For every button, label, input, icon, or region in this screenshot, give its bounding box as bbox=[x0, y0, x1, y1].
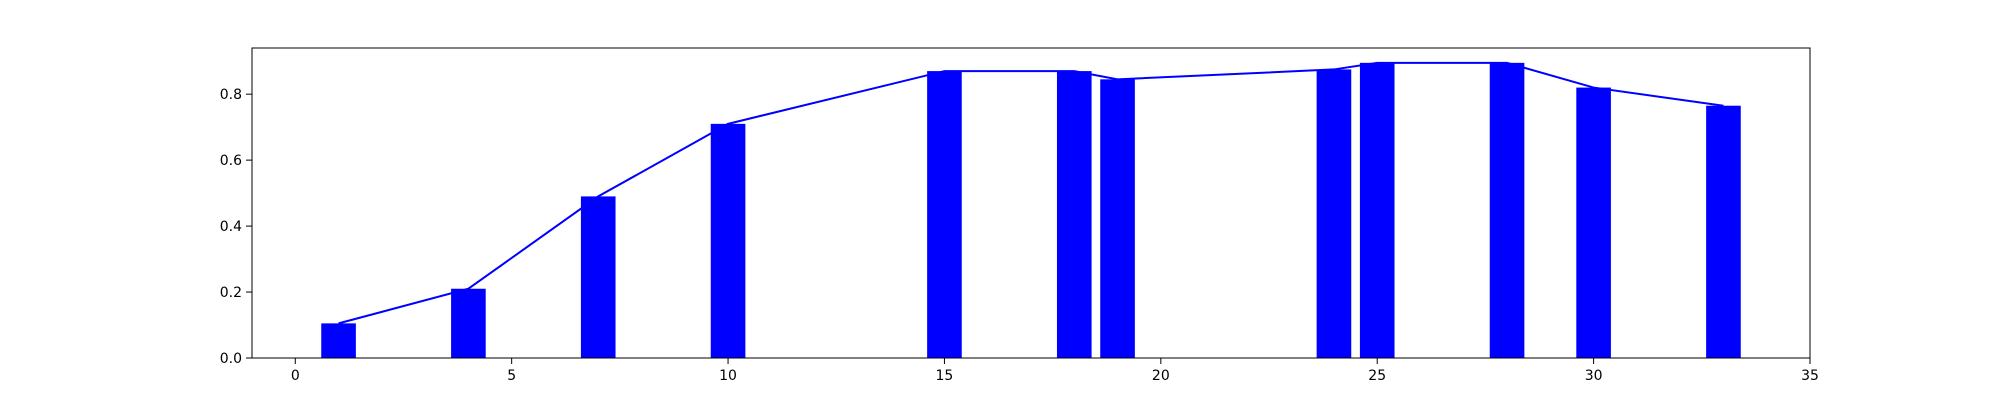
line-layer bbox=[338, 61, 1724, 325]
y-tick-label: 0.8 bbox=[220, 87, 242, 103]
bar-3 bbox=[710, 123, 746, 358]
x-tick-label: 0 bbox=[291, 368, 300, 384]
y-tick-label: 0.4 bbox=[220, 219, 242, 235]
bar-6 bbox=[1100, 79, 1135, 359]
x-tick-label: 15 bbox=[936, 368, 954, 384]
x-tick-label: 30 bbox=[1585, 368, 1603, 384]
x-tick-label: 10 bbox=[719, 368, 737, 384]
x-tick-label: 25 bbox=[1368, 368, 1386, 384]
plot-frame bbox=[251, 47, 1811, 359]
x-tick-label: 5 bbox=[507, 368, 516, 384]
series-line bbox=[338, 61, 1724, 325]
bar-11 bbox=[1706, 105, 1741, 358]
y-tick-label: 0.0 bbox=[220, 351, 242, 367]
bar-0 bbox=[321, 323, 356, 358]
x-tick-label: 20 bbox=[1152, 368, 1170, 384]
y-tick-label: 0.2 bbox=[220, 285, 242, 301]
bar-4 bbox=[927, 71, 962, 358]
x-axis: 0 5 10 15 20 25 30 35 bbox=[291, 358, 1819, 384]
bar-8 bbox=[1359, 62, 1395, 359]
bar-2 bbox=[580, 196, 616, 358]
bars-layer bbox=[321, 62, 1741, 359]
bar-1 bbox=[451, 288, 486, 358]
bar-9 bbox=[1489, 62, 1525, 359]
y-tick-label: 0.6 bbox=[220, 153, 242, 169]
bar-7 bbox=[1316, 69, 1352, 359]
x-tick-label: 35 bbox=[1801, 368, 1819, 384]
bar-10 bbox=[1576, 87, 1611, 359]
y-axis: 0.0 0.2 0.4 0.6 0.8 bbox=[220, 87, 252, 367]
bar-5 bbox=[1056, 71, 1092, 358]
